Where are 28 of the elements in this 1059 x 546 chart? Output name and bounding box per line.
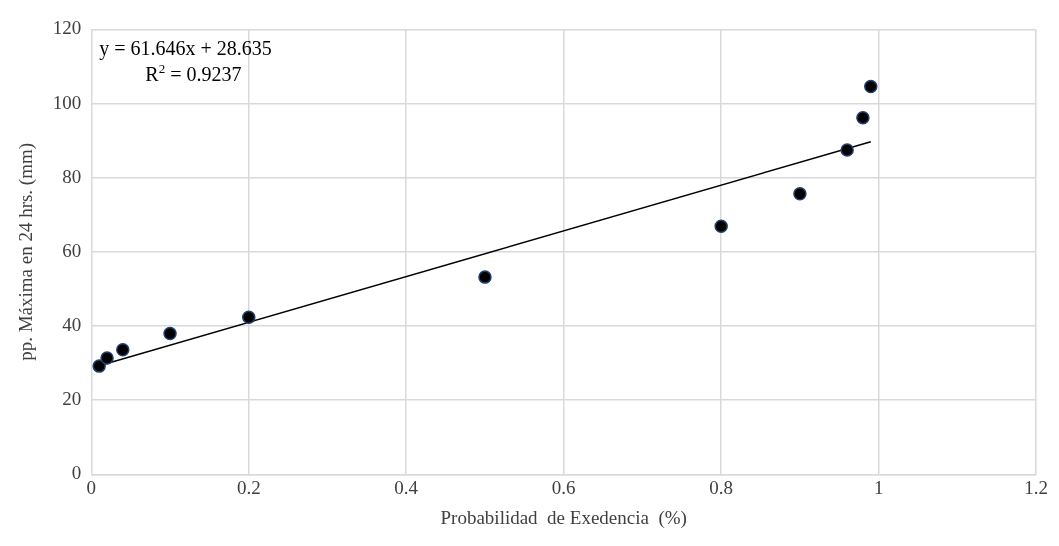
point: [163, 326, 177, 341]
y-tick-label: 60: [62, 239, 82, 261]
x-axis-title: Probabilidad de Exedencia (%): [440, 506, 687, 529]
x-tick-label: 0.8: [709, 476, 734, 498]
x-tick-label: 1: [873, 476, 884, 498]
point: [92, 359, 106, 373]
x-tick-label: 0: [86, 476, 97, 498]
point: [840, 143, 854, 157]
point: [478, 270, 492, 284]
y-tick-label: 80: [62, 165, 82, 187]
point: [116, 343, 130, 357]
x-tick-label: 0.4: [394, 476, 419, 498]
y-tick-label: 0: [71, 462, 82, 484]
y-tick-label: 20: [62, 388, 82, 410]
y-tick-label: 100: [52, 91, 82, 113]
point: [100, 351, 114, 365]
x-tick-label: 0.6: [551, 476, 576, 498]
y-axis-title: pp. Máxima en 24 hrs. (mm): [15, 142, 38, 361]
x-tick-label: 1.2: [1024, 476, 1048, 498]
y-tick-label: 40: [62, 314, 82, 336]
point: [856, 110, 870, 125]
point: [714, 219, 728, 234]
point: [793, 186, 807, 201]
point: [864, 79, 878, 94]
y-tick-label: 120: [52, 17, 82, 39]
point: [242, 310, 256, 324]
x-tick-label: 0.2: [236, 476, 261, 498]
annotation: y = 61.646x + 28.635: [99, 37, 272, 61]
